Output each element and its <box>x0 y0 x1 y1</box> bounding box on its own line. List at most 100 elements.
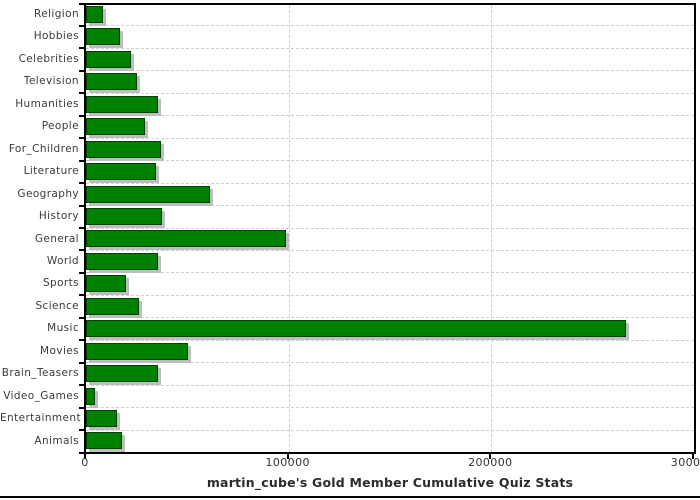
x-axis-tick <box>84 452 86 459</box>
bar-hobbies <box>86 28 120 46</box>
bar-celebrities <box>86 50 132 68</box>
y-axis-tick <box>79 384 86 387</box>
bar-entertainment <box>86 410 117 427</box>
y-axis-label-television: Television <box>23 75 79 88</box>
y-axis-label-geography: Geography <box>17 187 79 200</box>
bar-sports <box>86 275 126 293</box>
horizontal-gridline <box>86 92 694 94</box>
y-axis-tick <box>79 316 86 319</box>
bar-history <box>86 207 162 225</box>
x-axis-label-300000: 300000 <box>670 456 700 469</box>
y-axis-tick <box>79 69 86 72</box>
bar-movies <box>86 342 188 360</box>
y-axis-tick <box>79 271 86 274</box>
y-axis-tick <box>79 406 86 409</box>
y-axis-label-hobbies: Hobbies <box>33 30 79 43</box>
bar-geography <box>86 185 210 203</box>
horizontal-gridline <box>86 70 694 72</box>
horizontal-gridline <box>86 182 694 184</box>
horizontal-gridline <box>86 272 694 274</box>
y-axis-tick <box>79 361 86 364</box>
bar-humanities <box>86 95 158 113</box>
horizontal-gridline <box>86 205 694 206</box>
horizontal-gridline <box>86 25 694 27</box>
x-axis-line <box>84 452 696 454</box>
y-axis-tick <box>79 24 86 27</box>
y-axis-label-sports: Sports <box>42 277 79 290</box>
y-axis-tick <box>79 294 86 297</box>
plot-top-border <box>84 3 696 5</box>
horizontal-gridline <box>86 294 694 296</box>
y-axis-label-science: Science <box>35 299 79 312</box>
horizontal-gridline <box>86 160 694 162</box>
bar-television <box>86 73 137 91</box>
bar-animals <box>86 432 123 450</box>
chart-title: martin_cube's Gold Member Cumulative Qui… <box>206 475 574 490</box>
plot-right-border <box>694 3 696 454</box>
bar-science <box>86 297 139 315</box>
vertical-gridline <box>288 5 290 452</box>
y-axis-label-brain-teasers: Brain_Teasers <box>1 367 79 380</box>
horizontal-gridline <box>86 47 694 49</box>
x-axis-tick <box>489 452 492 459</box>
y-axis-tick <box>79 92 86 95</box>
horizontal-gridline <box>86 384 694 386</box>
y-axis-label-for-children: For_Children <box>8 142 79 155</box>
horizontal-gridline <box>86 249 694 251</box>
horizontal-gridline <box>86 115 694 117</box>
y-axis-label-humanities: Humanities <box>15 97 79 110</box>
y-axis-label-world: World <box>46 254 79 267</box>
y-axis-label-entertainment: Entertainment <box>0 412 81 425</box>
bar-literature <box>86 163 156 181</box>
y-axis-label-video-games: Video_Games <box>3 389 79 402</box>
bar-for-children <box>86 140 161 158</box>
horizontal-gridline <box>86 339 694 341</box>
horizontal-gridline <box>86 137 694 139</box>
x-axis-label-200000: 200000 <box>468 456 513 469</box>
y-axis-tick <box>79 429 86 432</box>
y-axis-label-religion: Religion <box>34 8 79 20</box>
y-axis-tick <box>79 227 86 229</box>
x-axis-label-100000: 100000 <box>265 456 310 469</box>
y-axis-tick <box>79 249 86 252</box>
y-axis-label-celebrities: Celebrities <box>18 52 79 65</box>
horizontal-gridline <box>86 362 694 364</box>
bar-brain-teasers <box>86 365 159 383</box>
bar-music <box>86 320 626 338</box>
y-axis-label-music: Music <box>47 322 79 335</box>
y-axis-tick <box>79 451 86 454</box>
vertical-gridline <box>491 5 493 452</box>
bar-world <box>86 252 159 270</box>
y-axis-label-people: People <box>41 120 79 133</box>
bar-religion <box>86 5 103 23</box>
horizontal-gridline <box>86 227 694 229</box>
y-axis-tick <box>79 159 86 162</box>
y-axis-tick <box>79 137 86 140</box>
y-axis-tick <box>79 2 86 5</box>
horizontal-gridline <box>86 407 694 409</box>
bar-general <box>86 230 287 248</box>
bottom-border-line <box>0 496 700 498</box>
horizontal-gridline <box>86 429 694 431</box>
x-axis-tick <box>692 452 694 459</box>
y-axis-label-movies: Movies <box>40 344 79 357</box>
y-axis-tick <box>79 114 86 117</box>
y-axis-label-general: General <box>34 232 79 245</box>
x-axis-label-0: 0 <box>81 456 89 469</box>
y-axis-label-animals: Animals <box>34 434 79 447</box>
x-axis-tick <box>286 452 289 459</box>
bar-people <box>86 118 145 136</box>
bar-video-games <box>86 387 95 405</box>
y-axis-label-literature: Literature <box>23 165 79 178</box>
y-axis-label-history: History <box>38 210 79 222</box>
y-axis-tick <box>79 182 86 185</box>
y-axis-tick <box>79 47 86 50</box>
y-axis-tick <box>79 339 86 342</box>
